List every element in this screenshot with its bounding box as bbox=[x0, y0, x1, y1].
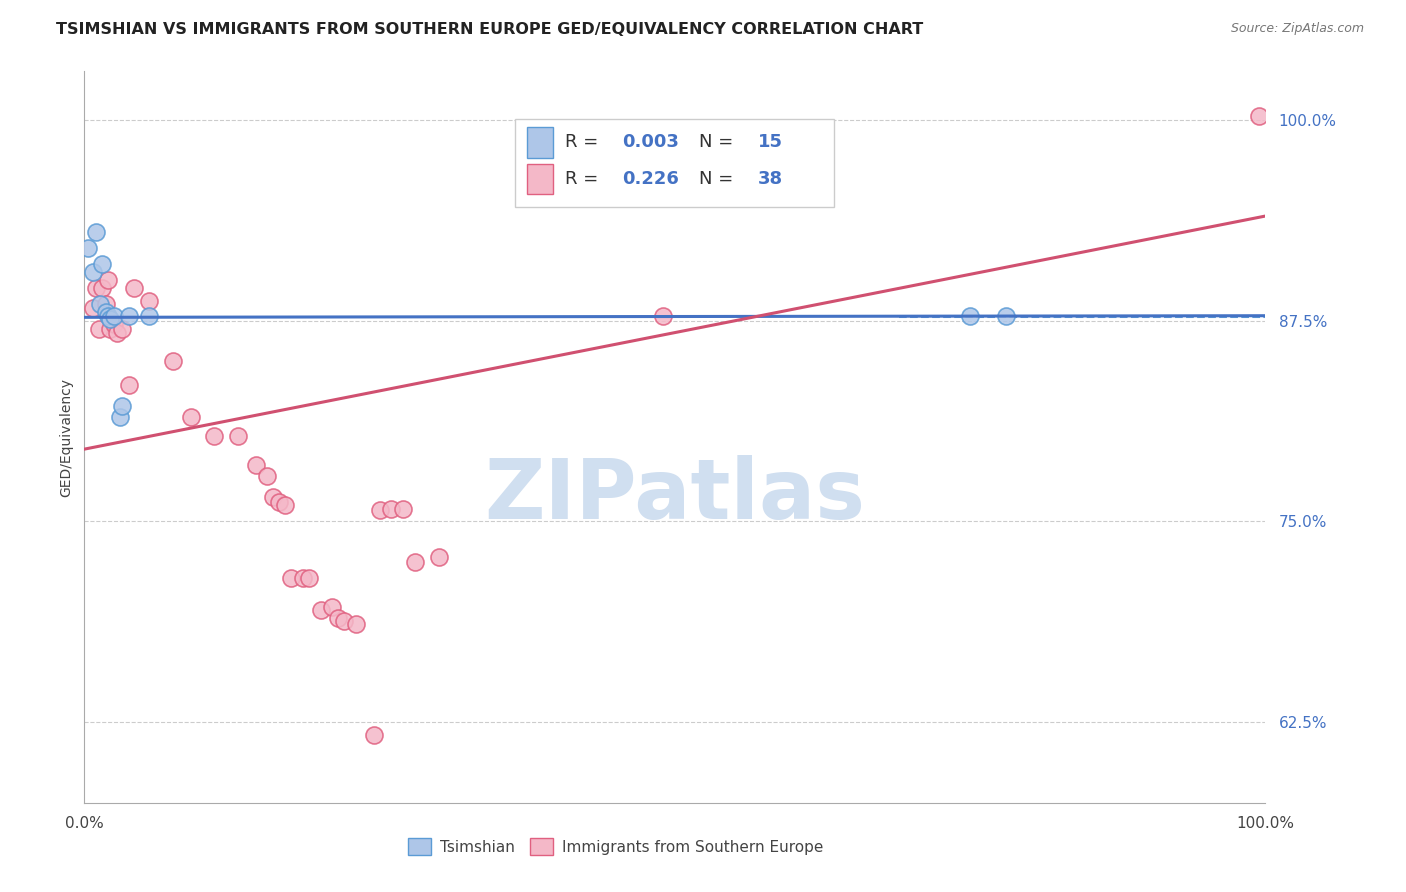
Text: N =: N = bbox=[699, 133, 738, 152]
Text: N =: N = bbox=[699, 169, 738, 188]
Point bbox=[226, 429, 249, 443]
Point bbox=[107, 326, 129, 341]
FancyBboxPatch shape bbox=[527, 163, 553, 194]
Point bbox=[84, 225, 107, 239]
Point bbox=[427, 549, 450, 564]
FancyBboxPatch shape bbox=[516, 119, 834, 207]
Point bbox=[298, 571, 321, 585]
Point bbox=[138, 309, 160, 323]
Point bbox=[245, 458, 267, 473]
Legend: Tsimshian, Immigrants from Southern Europe: Tsimshian, Immigrants from Southern Euro… bbox=[402, 832, 830, 861]
Point bbox=[202, 429, 225, 443]
Text: ZIPatlas: ZIPatlas bbox=[485, 455, 865, 536]
Point bbox=[269, 495, 291, 509]
Point bbox=[84, 281, 107, 295]
Point bbox=[368, 503, 391, 517]
Point bbox=[380, 501, 402, 516]
Point bbox=[108, 409, 131, 424]
Point bbox=[82, 301, 104, 315]
Point bbox=[103, 317, 125, 331]
Point bbox=[333, 614, 356, 628]
Text: 0.226: 0.226 bbox=[621, 169, 679, 188]
Point bbox=[392, 501, 415, 516]
Point bbox=[103, 309, 125, 323]
Point bbox=[994, 309, 1017, 323]
Point bbox=[122, 281, 145, 295]
Point bbox=[98, 321, 121, 335]
Point bbox=[118, 377, 141, 392]
Point bbox=[94, 305, 117, 319]
Point bbox=[309, 603, 332, 617]
Point bbox=[162, 353, 184, 368]
Point bbox=[111, 399, 134, 413]
FancyBboxPatch shape bbox=[527, 127, 553, 158]
Text: 38: 38 bbox=[758, 169, 783, 188]
Point bbox=[111, 321, 134, 335]
Point bbox=[138, 294, 160, 309]
Point bbox=[180, 409, 202, 424]
Point bbox=[344, 617, 367, 632]
Point bbox=[97, 273, 120, 287]
Point bbox=[404, 555, 426, 569]
Y-axis label: GED/Equivalency: GED/Equivalency bbox=[59, 377, 73, 497]
Point bbox=[97, 309, 120, 323]
Point bbox=[98, 312, 121, 326]
Point bbox=[1249, 109, 1271, 123]
Point bbox=[91, 281, 114, 295]
Point bbox=[291, 571, 314, 585]
Point bbox=[363, 728, 385, 742]
Text: R =: R = bbox=[565, 169, 610, 188]
Point bbox=[256, 469, 278, 483]
Text: 0.003: 0.003 bbox=[621, 133, 679, 152]
Text: 15: 15 bbox=[758, 133, 783, 152]
Point bbox=[262, 491, 284, 505]
Text: TSIMSHIAN VS IMMIGRANTS FROM SOUTHERN EUROPE GED/EQUIVALENCY CORRELATION CHART: TSIMSHIAN VS IMMIGRANTS FROM SOUTHERN EU… bbox=[56, 22, 924, 37]
Point bbox=[652, 309, 675, 323]
Point bbox=[87, 321, 110, 335]
Point bbox=[959, 309, 981, 323]
Point bbox=[77, 241, 100, 255]
Text: R =: R = bbox=[565, 133, 605, 152]
Point bbox=[94, 297, 117, 311]
Point bbox=[82, 265, 104, 279]
Text: Source: ZipAtlas.com: Source: ZipAtlas.com bbox=[1230, 22, 1364, 36]
Point bbox=[274, 499, 297, 513]
Point bbox=[280, 571, 302, 585]
Point bbox=[328, 611, 350, 625]
Point bbox=[118, 309, 141, 323]
Point bbox=[321, 599, 343, 614]
Point bbox=[89, 297, 111, 311]
Point bbox=[91, 257, 114, 271]
